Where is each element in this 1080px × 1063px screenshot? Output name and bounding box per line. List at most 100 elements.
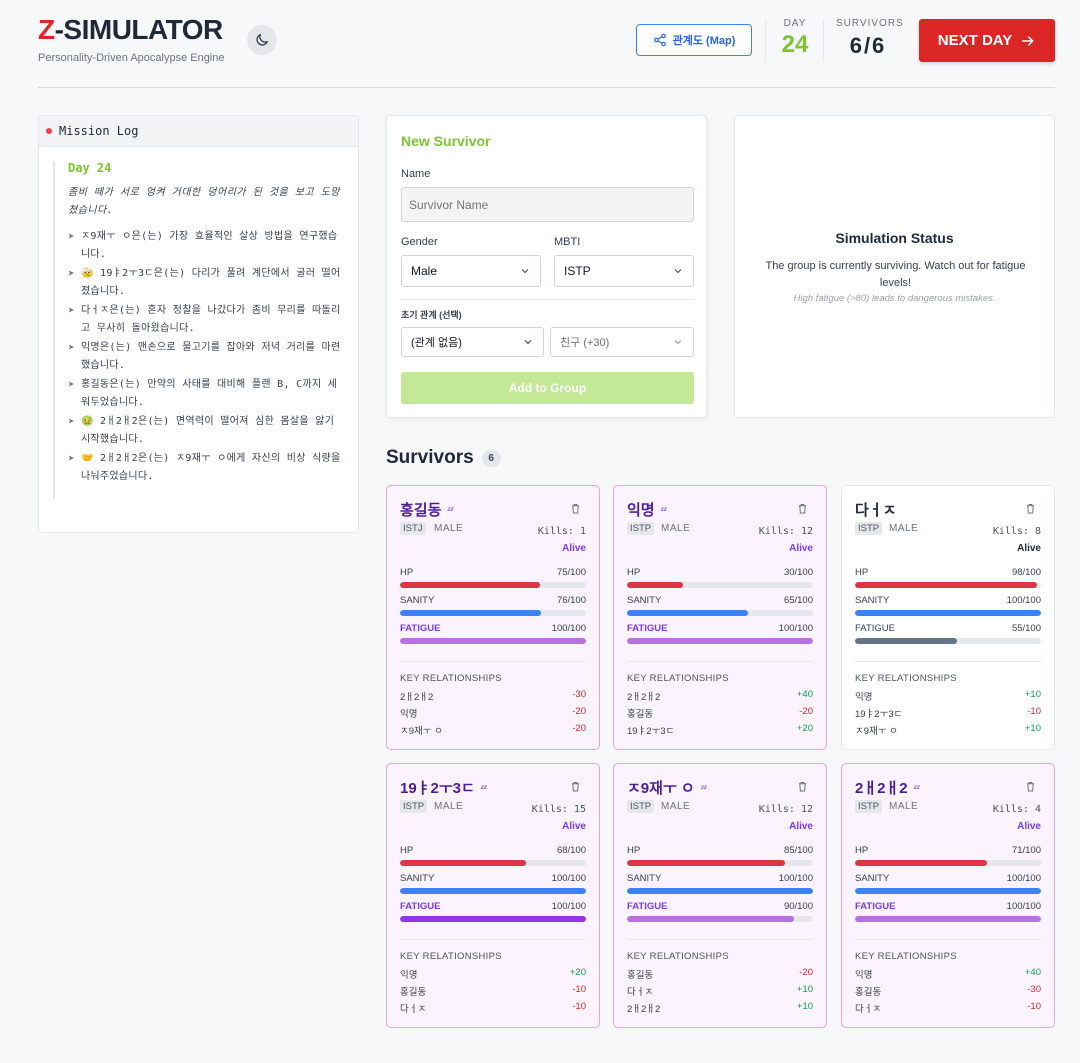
- mission-log-body[interactable]: Day 24 좀비 떼가 서로 엉켜 거대한 덩어리가 된 것을 보고 도망쳤습…: [53, 161, 346, 499]
- survivor-card[interactable]: 2ㅐ2ㅐ2 ᶻᶻ ISTP MALE Kills: 4 Alive HP 71/100 SANI…: [841, 763, 1055, 1028]
- sanity-stat: SANITY 76/100: [400, 595, 586, 616]
- hp-bar: [855, 582, 1041, 588]
- fatigue-bar-fill: [400, 638, 586, 644]
- trash-icon[interactable]: [571, 503, 580, 514]
- survivor-name-input[interactable]: [401, 187, 694, 222]
- trash-icon[interactable]: [1026, 503, 1035, 514]
- relationship-value: -10: [572, 1001, 586, 1012]
- relationship-name: 홍길동: [627, 970, 654, 981]
- log-entry-text: 익명은(는) 맨손으로 물고기를 잡아와 저녁 거리를 마련했습니다.: [80, 342, 341, 371]
- hp-bar: [627, 860, 813, 866]
- relationship-row: 2ㅐ2ㅐ2 +10: [627, 1001, 813, 1015]
- relationship-row: 홍길동 -20: [627, 967, 813, 981]
- survivor-card[interactable]: ㅈ9재ㅜ ㅇ ᶻᶻ ISTP MALE Kills: 12 Alive HP 85/100 SA…: [613, 763, 827, 1028]
- hp-bar: [400, 860, 586, 866]
- hp-bar-fill: [400, 582, 540, 588]
- trash-icon[interactable]: [1026, 781, 1035, 792]
- fatigue-bar-fill: [627, 638, 813, 644]
- relationship-value: +10: [796, 1001, 813, 1012]
- new-survivor-form: New Survivor Name Gender Male MBTI ISTP …: [386, 115, 707, 418]
- fatigue-label: FATIGUE: [627, 901, 668, 912]
- hp-label: HP: [400, 567, 414, 578]
- relationship-name: 익명: [855, 970, 873, 981]
- trash-icon[interactable]: [571, 781, 580, 792]
- hp-label: HP: [627, 567, 641, 578]
- app-header: Z-SIMULATOR Personality-Driven Apocalyps…: [0, 0, 1080, 88]
- status-description: The group is currently surviving. Watch …: [765, 260, 1026, 289]
- gender-select[interactable]: Male: [401, 255, 541, 287]
- mbti-select[interactable]: ISTP: [554, 255, 694, 287]
- relationship-row: 익명 +40: [855, 967, 1041, 981]
- card-divider: [400, 939, 586, 940]
- arrow-bullet-icon: ➤: [68, 415, 75, 428]
- relationship-value: -10: [1027, 1001, 1041, 1012]
- relationship-name: 다ㅓㅈ: [627, 987, 654, 998]
- survivor-card[interactable]: 홍길동 ᶻᶻ ISTJ MALE Kills: 1 Alive HP 75/100 SANITY…: [386, 485, 600, 750]
- sanity-bar: [627, 888, 813, 894]
- fatigue-value: 100/100: [1006, 901, 1041, 912]
- name-label: Name: [401, 168, 431, 180]
- relationship-value: +10: [1024, 723, 1041, 734]
- fatigue-stat: FATIGUE 100/100: [400, 623, 586, 644]
- relationship-name: 익명: [855, 692, 873, 703]
- relationship-name: 홍길동: [855, 987, 882, 998]
- mbti-badge: ISTP: [627, 522, 655, 535]
- sanity-label: SANITY: [400, 873, 435, 884]
- fatigue-label: FATIGUE: [855, 623, 895, 634]
- relationship-name: 홍길동: [627, 709, 654, 720]
- relationship-name: 익명: [400, 709, 418, 720]
- relationship-row: 익명 +20: [400, 967, 586, 981]
- relationship-value: -10: [572, 984, 586, 995]
- survivor-card[interactable]: 19ㅑ2ㅜ3ㄷ ᶻᶻ ISTP MALE Kills: 15 Alive HP 68/100 S…: [386, 763, 600, 1028]
- hp-label: HP: [855, 845, 869, 856]
- log-entry-text: 홍길동은(는) 만약의 사태를 대비해 플랜 B, C까지 세워두었습니다.: [80, 379, 338, 408]
- sanity-bar: [855, 888, 1041, 894]
- next-day-button[interactable]: NEXT DAY: [919, 19, 1055, 62]
- relationships-title: KEY RELATIONSHIPS: [400, 951, 502, 962]
- divider: [765, 20, 766, 62]
- relation-type-select[interactable]: 친구 (+30): [550, 327, 694, 357]
- status-text: Alive: [1017, 821, 1041, 832]
- survivor-name: 익명 ᶻᶻ: [627, 502, 667, 519]
- log-entry: ➤ 익명은(는) 맨손으로 물고기를 잡아와 저녁 거리를 마련했습니다.: [68, 339, 346, 375]
- add-to-group-button[interactable]: Add to Group: [401, 372, 694, 404]
- hp-bar-fill: [627, 860, 786, 866]
- hp-bar: [855, 860, 1041, 866]
- survivor-name: 19ㅑ2ㅜ3ㄷ ᶻᶻ: [400, 780, 487, 797]
- fatigue-bar: [400, 916, 586, 922]
- chevron-down-icon: [674, 340, 682, 345]
- hp-bar-fill: [855, 860, 988, 866]
- fatigue-stat: FATIGUE 55/100: [855, 623, 1041, 644]
- form-title: New Survivor: [401, 133, 491, 149]
- fatigue-bar: [855, 916, 1041, 922]
- trash-icon[interactable]: [798, 781, 807, 792]
- arrow-bullet-icon: ➤: [68, 267, 75, 280]
- hp-value: 68/100: [556, 845, 586, 856]
- fatigue-stat: FATIGUE 100/100: [855, 901, 1041, 922]
- log-entry: ➤ 홍길동은(는) 만약의 사태를 대비해 플랜 B, C까지 세워두었습니다.: [68, 376, 346, 412]
- trash-icon[interactable]: [798, 503, 807, 514]
- sleeping-icon: ᶻᶻ: [447, 504, 454, 515]
- map-button[interactable]: 관계도 (Map): [636, 24, 752, 56]
- day-label: DAY: [783, 18, 807, 29]
- status-text: Alive: [562, 821, 586, 832]
- mission-log-title: Mission Log: [59, 124, 139, 138]
- relation-target-select[interactable]: (관계 없음): [401, 327, 544, 357]
- mission-log-panel: Mission Log Day 24 좀비 떼가 서로 엉켜 거대한 덩어리가 …: [38, 115, 359, 533]
- hp-value: 71/100: [1011, 845, 1041, 856]
- mbti-badge: ISTP: [627, 800, 655, 813]
- header-divider: [38, 87, 1055, 88]
- theme-toggle-button[interactable]: [247, 25, 277, 55]
- mbti-label: MBTI: [554, 236, 581, 248]
- sanity-value: 100/100: [551, 873, 586, 884]
- sanity-bar-fill: [627, 888, 813, 894]
- fatigue-value: 55/100: [1011, 623, 1041, 634]
- survivor-card[interactable]: 익명 ᶻᶻ ISTP MALE Kills: 12 Alive HP 30/100 SANITY…: [613, 485, 827, 750]
- log-entry-text: 🤢 2ㅐ2ㅐ2은(는) 면역력이 떨어져 심한 몸살을 앓기 시작했습니다.: [80, 416, 335, 445]
- relationship-value: -20: [799, 706, 813, 717]
- mbti-badge: ISTP: [855, 800, 883, 813]
- card-divider: [400, 661, 586, 662]
- card-divider: [855, 939, 1041, 940]
- survivor-card[interactable]: 다ㅓㅈ ISTP MALE Kills: 8 Alive HP 98/100 SANITY 10…: [841, 485, 1055, 750]
- chevron-down-icon: [521, 269, 529, 274]
